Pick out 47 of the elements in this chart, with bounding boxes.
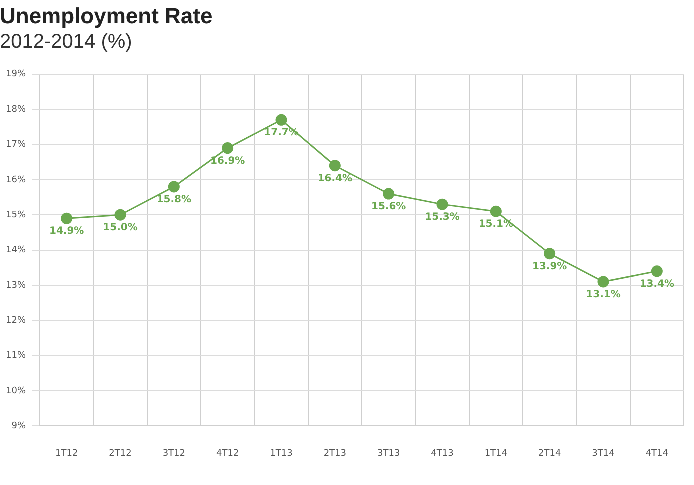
x-tick-label: 4T14 bbox=[646, 448, 669, 459]
y-tick-label: 15% bbox=[6, 210, 26, 220]
point bbox=[222, 142, 234, 154]
x-tick-label: 2T14 bbox=[538, 448, 562, 459]
point bbox=[490, 206, 502, 218]
y-tick-label: 18% bbox=[6, 104, 26, 115]
x-tick-label: 2T13 bbox=[324, 448, 347, 459]
y-tick-label: 16% bbox=[6, 175, 26, 186]
x-tick-label: 3T14 bbox=[592, 448, 616, 459]
y-tick-label: 10% bbox=[6, 386, 26, 396]
data-label: 15.0% bbox=[103, 222, 138, 234]
data-label: 15.6% bbox=[371, 202, 406, 213]
point bbox=[598, 276, 610, 288]
point bbox=[436, 198, 448, 210]
data-label: 16.9% bbox=[210, 156, 246, 167]
point bbox=[61, 212, 73, 224]
data-label: 13.4% bbox=[640, 279, 675, 290]
x-tick-label: 2T12 bbox=[109, 448, 132, 459]
data-label: 13.9% bbox=[532, 261, 568, 272]
y-tick-label: 12% bbox=[6, 316, 26, 326]
y-tick-label: 19% bbox=[6, 70, 26, 80]
x-tick-label: 3T12 bbox=[162, 448, 186, 459]
chart-title: Unemployment Rate bbox=[0, 3, 213, 28]
point bbox=[168, 181, 180, 193]
y-tick-label: 9% bbox=[12, 422, 26, 432]
x-tick-label: 4T13 bbox=[431, 448, 454, 459]
point bbox=[383, 188, 395, 200]
data-label: 13.1% bbox=[586, 290, 621, 301]
data-label: 15.8% bbox=[156, 194, 192, 206]
point bbox=[544, 248, 556, 260]
point bbox=[329, 160, 341, 172]
point bbox=[114, 209, 126, 221]
x-tick-label: 1T13 bbox=[270, 448, 293, 459]
data-label: 14.9% bbox=[49, 226, 84, 238]
y-tick-label: 14% bbox=[6, 246, 26, 256]
x-tick-label: 3T13 bbox=[377, 448, 400, 459]
chart-subtitle: 2012-2014 (%) bbox=[0, 30, 132, 53]
data-label: 15.3% bbox=[425, 212, 460, 224]
y-tick-label: 11% bbox=[6, 351, 26, 362]
point bbox=[651, 266, 663, 278]
x-tick-label: 4T12 bbox=[216, 448, 240, 459]
x-tick-label: 1T12 bbox=[55, 448, 78, 459]
y-tick-label: 13% bbox=[6, 280, 26, 291]
data-label: 16.4% bbox=[318, 173, 353, 184]
x-tick-label: 1T14 bbox=[484, 448, 508, 459]
y-tick-label: 17% bbox=[6, 140, 26, 150]
point bbox=[276, 114, 288, 126]
